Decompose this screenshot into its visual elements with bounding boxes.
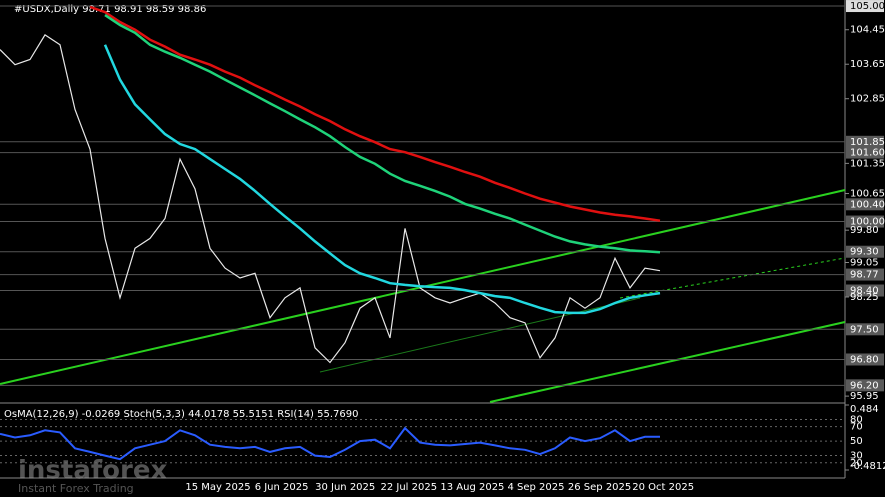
x-tick-label: 15 May 2025 xyxy=(185,482,250,493)
series-line xyxy=(0,426,660,461)
y-tick-label: 103.65 xyxy=(850,59,885,70)
watermark-brand: instaforex xyxy=(18,456,168,486)
price-label-box xyxy=(846,379,884,392)
osc-tick-label: 20 xyxy=(850,458,863,469)
y-tick-label: 97.50 xyxy=(850,324,879,335)
price-label-box xyxy=(846,135,884,148)
y-tick-label: 96.20 xyxy=(850,380,879,391)
price-label-box xyxy=(846,245,884,258)
price-label-box xyxy=(846,353,884,366)
y-tick-label: 99.05 xyxy=(850,258,879,269)
osc-tick-label: 0.484 xyxy=(850,404,879,415)
x-tick-label: 26 Sep 2025 xyxy=(568,482,631,493)
y-tick-label: 96.80 xyxy=(850,354,879,365)
osc-tick-label: 80 xyxy=(850,414,863,425)
trend-line xyxy=(489,321,846,403)
chart-title: #USDX,Daily 98.71 98.91 98.59 98.86 xyxy=(14,4,206,15)
osc-tick-label: 50 xyxy=(850,436,863,447)
y-tick-label: 99.80 xyxy=(850,225,879,236)
y-tick-label: 100.65 xyxy=(850,189,885,200)
x-tick-label: 4 Sep 2025 xyxy=(507,482,564,493)
price-label-box xyxy=(846,284,884,297)
price-label-box xyxy=(846,323,884,336)
price-label-box xyxy=(846,146,884,159)
y-tick-label: 101.85 xyxy=(850,137,885,148)
indicator-title: OsMA(12,26,9) -0.0269 Stoch(5,3,3) 44.01… xyxy=(4,409,359,420)
series-line xyxy=(104,14,661,254)
y-tick-label: 101.35 xyxy=(850,158,885,169)
watermark-tagline: Instant Forex Trading xyxy=(18,482,134,495)
osc-tick-label: -0.4812 xyxy=(850,461,885,472)
y-tick-label: 100.40 xyxy=(850,199,885,210)
y-tick-label: 100.00 xyxy=(850,217,885,228)
y-tick-label: 104.45 xyxy=(850,25,885,36)
series-line xyxy=(103,44,661,315)
x-tick-label: 30 Jun 2025 xyxy=(315,482,375,493)
x-tick-label: 20 Oct 2025 xyxy=(632,482,694,493)
x-tick-label: 22 Jul 2025 xyxy=(380,482,437,493)
y-tick-label: 98.25 xyxy=(850,292,879,303)
y-tick-label: 98.77 xyxy=(850,270,879,281)
trend-line xyxy=(619,257,846,299)
series-line xyxy=(0,34,661,364)
y-tick-label: 98.40 xyxy=(850,286,879,297)
y-tick-label: 105.00 xyxy=(850,1,885,12)
price-label-box xyxy=(846,268,884,281)
x-tick-label: 6 Jun 2025 xyxy=(255,482,309,493)
y-tick-label: 101.60 xyxy=(850,148,885,159)
y-tick-label: 102.85 xyxy=(850,94,885,105)
price-label-box xyxy=(846,0,884,13)
x-tick-label: 13 Aug 2025 xyxy=(440,482,504,493)
series-line xyxy=(89,5,661,222)
y-tick-label: 99.30 xyxy=(850,247,879,258)
osc-tick-label: 70 xyxy=(850,422,863,433)
price-label-box xyxy=(846,215,884,228)
price-label-box xyxy=(846,198,884,211)
osc-tick-label: 30 xyxy=(850,451,863,462)
y-tick-label: 95.95 xyxy=(850,391,879,402)
